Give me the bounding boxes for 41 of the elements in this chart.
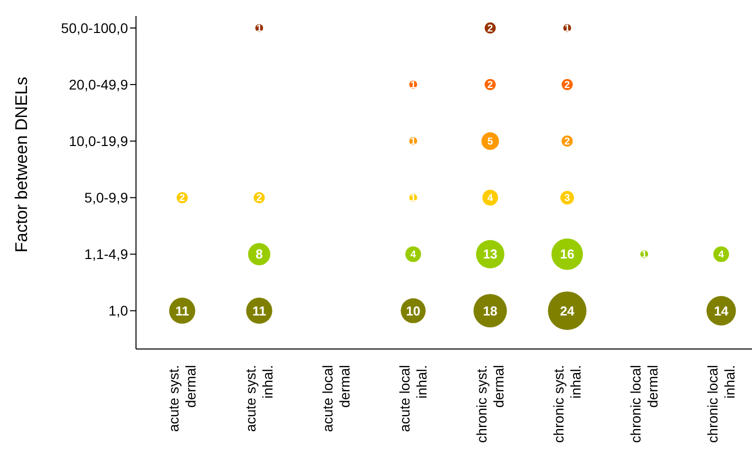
x-tick-label: chronic local dermal <box>628 365 661 443</box>
y-tick-label: 5,0-9,9 <box>84 190 128 206</box>
data-label: 4 <box>718 250 724 261</box>
x-tick-label: acute syst. dermal <box>166 365 199 432</box>
data-label: 1 <box>410 136 416 148</box>
data-label: 8 <box>256 246 263 262</box>
x-tick-label: chronic syst. inhal. <box>550 365 584 443</box>
data-label: 2 <box>564 136 570 148</box>
x-tick-label: chronic syst. dermal <box>474 365 507 443</box>
data-label: 2 <box>179 193 186 204</box>
y-tick-label: 50,0-100,0 <box>61 20 128 36</box>
data-label: 2 <box>487 80 494 92</box>
data-label: 4 <box>487 193 494 204</box>
y-tick-label: 1,1-4,9 <box>84 246 128 262</box>
x-tick-label: acute local dermal <box>320 365 353 432</box>
data-label: 1 <box>410 80 416 92</box>
x-tick-label: acute local inhal. <box>396 365 430 432</box>
y-tick-label: 10,0-19,9 <box>68 133 128 150</box>
y-axis-title: Factor between DNELs <box>12 76 32 252</box>
data-label: 1 <box>410 193 416 204</box>
data-label: 10 <box>406 303 420 318</box>
x-tick-label: chronic local inhal. <box>704 365 738 443</box>
data-label: 11 <box>252 303 266 318</box>
data-label: 13 <box>482 246 498 262</box>
data-label: 1 <box>564 24 570 34</box>
y-tick-label: 1,0 <box>108 302 128 319</box>
data-label: 16 <box>560 246 574 262</box>
data-label: 1 <box>256 24 262 34</box>
data-label: 3 <box>564 193 570 204</box>
data-label: 2 <box>564 80 570 92</box>
data-label: 2 <box>256 193 262 204</box>
x-tick-label: acute syst. inhal. <box>242 365 276 432</box>
data-label: 2 <box>487 24 494 34</box>
y-tick-label: 20,0-49,9 <box>68 76 128 93</box>
data-label: 11 <box>175 303 190 318</box>
data-label: 14 <box>714 303 730 318</box>
data-label: 1 <box>641 250 648 261</box>
data-label: 24 <box>560 303 576 318</box>
data-label: 4 <box>410 250 416 261</box>
data-label: 18 <box>482 303 498 318</box>
data-label: 5 <box>487 136 494 148</box>
